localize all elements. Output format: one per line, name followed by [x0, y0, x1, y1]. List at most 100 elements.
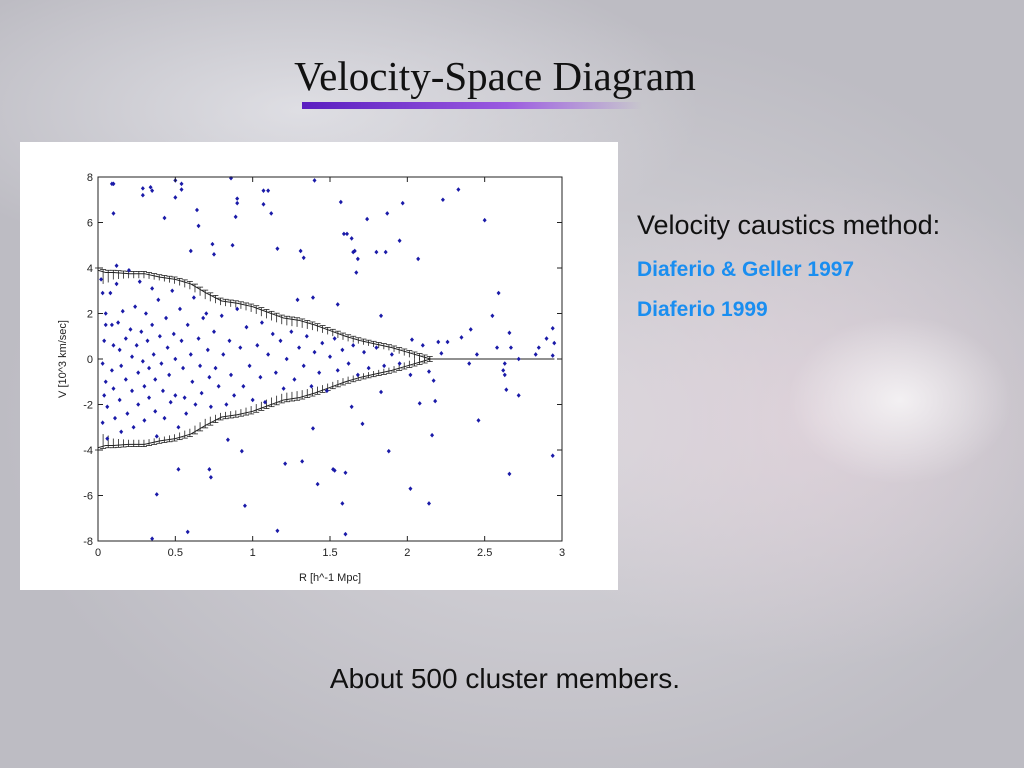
y-tick-label: 0 [87, 354, 93, 366]
data-point [153, 409, 158, 414]
data-point [338, 199, 343, 205]
data-point [117, 347, 122, 353]
y-tick-label: -6 [83, 491, 93, 503]
data-point [420, 343, 425, 348]
data-point [430, 432, 435, 438]
reference-link-2[interactable]: Diaferio 1999 [637, 298, 768, 321]
data-point [119, 363, 124, 369]
data-point [216, 384, 221, 389]
data-point [340, 501, 345, 506]
data-point [116, 320, 121, 325]
data-point [341, 231, 346, 237]
y-axis-label: V [10^3 km/sec] [57, 320, 69, 398]
data-point [181, 365, 186, 371]
data-point [332, 468, 337, 473]
title-underline [302, 102, 642, 109]
data-point [266, 352, 271, 357]
data-point [136, 402, 141, 407]
data-point [233, 214, 238, 220]
data-point [102, 393, 107, 398]
data-point [332, 336, 337, 341]
data-point [426, 369, 431, 374]
data-point [167, 372, 172, 378]
data-point [533, 352, 538, 357]
data-point [355, 256, 360, 262]
data-point [352, 248, 357, 254]
data-point [185, 529, 190, 535]
data-point [154, 434, 159, 439]
y-tick-label: 6 [87, 218, 93, 230]
data-point [219, 313, 224, 319]
data-point [212, 252, 216, 257]
data-point [467, 361, 472, 366]
data-point [416, 256, 421, 262]
data-point [255, 343, 260, 348]
data-point [495, 345, 500, 350]
data-point [250, 397, 255, 403]
data-point [143, 311, 148, 316]
data-point [468, 327, 473, 332]
data-point [445, 339, 450, 345]
data-point [170, 288, 175, 294]
data-point [176, 424, 181, 430]
data-point [297, 345, 302, 350]
data-point [208, 475, 213, 480]
data-point [130, 354, 135, 360]
data-point [482, 217, 487, 223]
data-point [103, 311, 108, 316]
data-point [156, 297, 161, 303]
reference-link-1[interactable]: Diaferio & Geller 1997 [637, 258, 855, 281]
x-tick-label: 1 [250, 547, 256, 559]
data-point [301, 363, 306, 369]
data-point [191, 295, 196, 300]
data-point [343, 531, 348, 537]
data-point [275, 246, 280, 251]
data-point [173, 356, 178, 362]
data-point [224, 402, 229, 407]
data-point [346, 361, 351, 366]
data-point [397, 361, 402, 366]
data-point [99, 277, 104, 282]
data-point [126, 267, 131, 273]
data-point [259, 320, 264, 325]
x-tick-label: 2.5 [477, 547, 492, 559]
data-point [284, 356, 289, 362]
data-point [109, 368, 114, 373]
data-point [270, 331, 275, 337]
data-point [208, 404, 213, 410]
data-point [102, 338, 107, 344]
data-point [100, 290, 105, 296]
data-point [150, 536, 155, 542]
data-point [140, 186, 145, 191]
data-point [227, 338, 232, 344]
data-point [263, 399, 268, 405]
data-point [331, 467, 336, 472]
data-point [184, 411, 189, 416]
data-point [168, 399, 173, 405]
data-point [150, 322, 155, 328]
data-point [474, 352, 479, 357]
data-point [182, 395, 187, 400]
data-point [440, 197, 445, 203]
data-point [385, 211, 390, 216]
data-point [242, 503, 247, 509]
data-point [185, 322, 190, 328]
data-point [504, 387, 509, 393]
data-point [389, 352, 394, 357]
data-point [108, 290, 113, 296]
data-point [212, 329, 216, 334]
data-point [295, 297, 300, 303]
data-point [109, 322, 114, 328]
data-point [130, 388, 135, 394]
data-point [221, 352, 226, 357]
data-point [490, 313, 495, 319]
data-point [119, 429, 124, 435]
data-point [550, 453, 555, 458]
data-point [507, 471, 512, 477]
data-point [225, 437, 230, 443]
data-point [105, 404, 110, 410]
data-point [309, 384, 314, 389]
data-point [360, 421, 365, 427]
data-point [150, 286, 155, 291]
data-point [335, 368, 340, 373]
